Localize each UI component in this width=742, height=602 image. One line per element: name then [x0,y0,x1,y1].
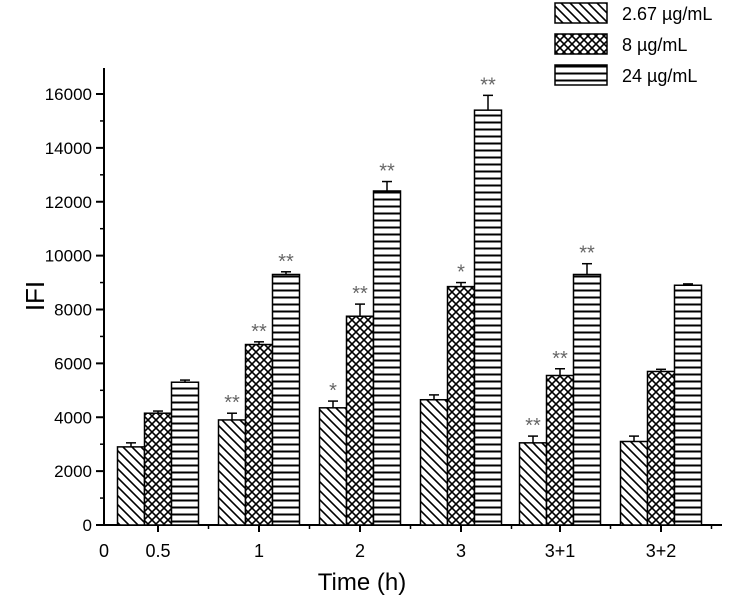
bar [217,419,247,526]
bar [271,273,301,526]
x-tick-label: 3+1 [545,541,576,561]
y-tick-label: 6000 [54,354,92,373]
bar [646,370,676,526]
bar [318,407,348,526]
bar [143,412,173,526]
significance-markers: ******************** [224,74,595,437]
y-tick-label: 16000 [45,85,92,104]
y-ticks: 0 2000 4000 6000 8000 10000 12000 14000 16000 [45,85,104,535]
bar [545,374,575,526]
bar [572,273,602,526]
bar [619,440,649,526]
bar [419,398,449,526]
y-tick-label: 14000 [45,139,92,158]
significance-marker: ** [480,74,496,96]
bar [446,285,476,526]
x-tick-label: 3 [456,541,466,561]
x-tick-label: 0.5 [145,541,170,561]
bar [473,109,503,526]
y-tick-label: 8000 [54,301,92,320]
bars [116,109,703,526]
significance-marker: ** [579,243,595,265]
bar [673,284,703,526]
bar [116,446,146,526]
legend-entry: 2.67 µg/mL [554,2,712,24]
bar [244,343,274,526]
legend-entry: 8 µg/mL [554,33,687,55]
significance-marker: * [457,262,465,284]
y-tick-label: 12000 [45,193,92,212]
x-ticks: 0.5 1 2 3 3+1 3+2 [145,525,713,561]
legend-swatch-horizontal [554,64,608,86]
legend-swatch-diagonal [554,2,608,24]
bar [170,381,200,526]
x-tick-label: 3+2 [646,541,677,561]
legend-label: 8 µg/mL [622,35,687,55]
significance-marker: ** [552,348,568,370]
y-axis-label: IFI [20,281,50,311]
legend-label: 2.67 µg/mL [622,4,712,24]
bar [372,190,402,526]
error-bars [126,94,693,447]
significance-marker: ** [525,415,541,437]
significance-marker: ** [278,251,294,273]
significance-marker: ** [251,321,267,343]
x-tick-label: 1 [254,541,264,561]
legend-swatch-crosshatch [554,33,608,55]
y-tick-label: 2000 [54,462,92,481]
significance-marker: ** [352,283,368,305]
y-tick-label: 0 [83,516,92,535]
x-tick-label: 2 [355,541,365,561]
legend: 2.67 µg/mL 8 µg/mL 24 µg/mL [554,2,712,86]
bar [518,442,548,526]
x-axis-label: Time (h) [318,569,406,596]
legend-label: 24 µg/mL [622,66,697,86]
x-origin-label: 0 [99,541,109,561]
bar [345,315,375,526]
significance-marker: ** [379,161,395,183]
legend-entry: 24 µg/mL [554,64,697,86]
y-tick-label: 4000 [54,408,92,427]
y-tick-label: 10000 [45,247,92,266]
significance-marker: ** [224,392,240,414]
significance-marker: * [329,380,337,402]
